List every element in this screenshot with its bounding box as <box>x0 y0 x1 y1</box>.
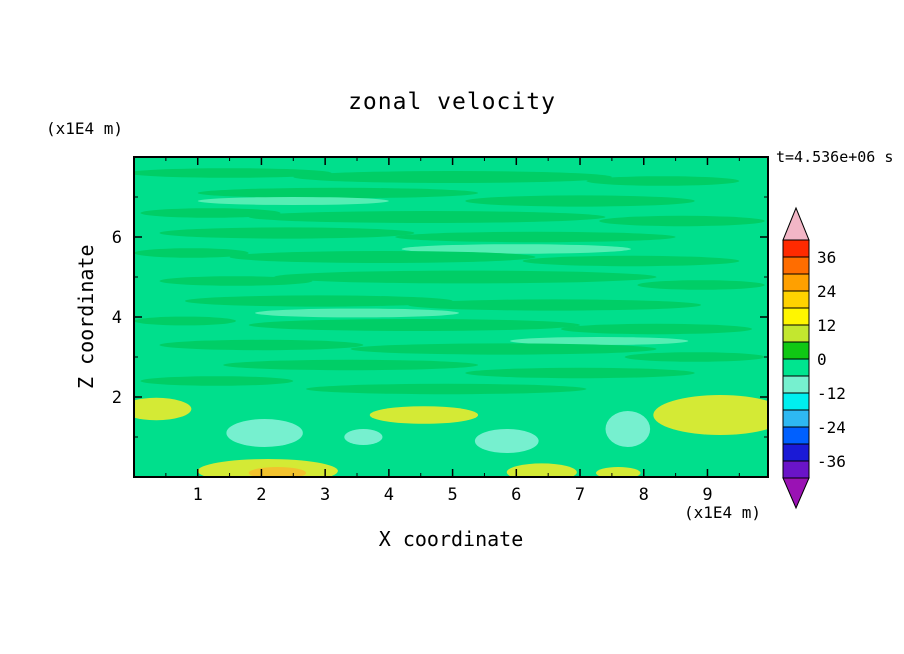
x-tick-label: 4 <box>384 485 394 505</box>
contour-blob <box>624 352 765 362</box>
colorbar-segment <box>782 358 810 377</box>
colorbar-segment <box>782 273 810 292</box>
colorbar-tick-label: 36 <box>817 248 836 267</box>
contour-blob <box>134 168 332 178</box>
x-tick-label: 5 <box>447 485 457 505</box>
x-tick-label: 6 <box>511 485 521 505</box>
contour-blob <box>274 270 657 284</box>
colorbar-tick-label: -36 <box>817 452 845 471</box>
contour-blob <box>223 359 479 371</box>
contour-blob <box>586 176 740 186</box>
contour-blob <box>159 276 313 286</box>
colorbar-segment <box>782 256 810 275</box>
contour-blob <box>595 467 641 477</box>
colorbar-segment <box>782 307 810 326</box>
y-tick-label: 2 <box>112 388 122 408</box>
colorbar-over-arrow <box>782 206 810 241</box>
colorbar-tick-label: 24 <box>817 282 836 301</box>
plot-title: zonal velocity <box>348 89 556 115</box>
contour-blob <box>599 215 765 227</box>
colorbar-segment <box>782 239 810 258</box>
contour-blob <box>293 171 612 183</box>
contour-blob <box>306 383 587 395</box>
colorbar-segment <box>782 426 810 445</box>
contour-blob <box>344 429 383 445</box>
contour-blob <box>134 397 192 421</box>
contour-blob <box>159 227 415 239</box>
colorbar-tick-label: 0 <box>817 350 827 369</box>
contour-blob <box>248 211 606 223</box>
contour-blob <box>134 316 236 326</box>
colorbar-tick-label: -24 <box>817 418 845 437</box>
plot-frame <box>133 156 769 478</box>
contour-blob <box>134 248 249 258</box>
colorbar-segment <box>782 290 810 309</box>
y-tick-label: 4 <box>112 308 122 328</box>
y-axis-unit: (x1E4 m) <box>46 119 124 138</box>
contour-blob <box>407 299 702 311</box>
contour-blob <box>140 376 294 386</box>
contour-blob <box>159 339 364 351</box>
contour-blob <box>637 280 765 290</box>
colorbar-tick-label: -12 <box>817 384 845 403</box>
contour-blob <box>140 208 281 218</box>
x-tick-label: 7 <box>575 485 585 505</box>
contour-blob <box>350 343 657 355</box>
contour-blob <box>506 463 577 477</box>
contour-blob <box>226 419 303 447</box>
colorbar-segment <box>782 392 810 411</box>
contour-blob <box>605 411 651 447</box>
colorbar-segment <box>782 341 810 360</box>
contour-blob <box>248 467 307 477</box>
contour-blob <box>509 337 689 345</box>
contour-field <box>134 157 768 477</box>
contour-blob <box>229 251 536 263</box>
contour-blob <box>401 244 632 254</box>
x-tick-label: 2 <box>256 485 266 505</box>
x-tick-label: 1 <box>193 485 203 505</box>
colorbar-segment <box>782 375 810 394</box>
colorbar-segment <box>782 460 810 479</box>
y-tick-label: 6 <box>112 228 122 248</box>
colorbar-segment <box>782 324 810 343</box>
x-tick-label: 3 <box>320 485 330 505</box>
colorbar-tick-label: 12 <box>817 316 836 335</box>
x-tick-label: 9 <box>702 485 712 505</box>
contour-blob <box>474 429 539 453</box>
contour-plot: 1 2 3 4 5 6 7 8 9 2 4 6 <box>112 156 769 505</box>
colorbar-segment <box>782 443 810 462</box>
contour-blob <box>255 308 459 318</box>
contour-blob <box>197 187 479 199</box>
contour-blob <box>653 395 768 435</box>
contour-blob <box>560 323 753 335</box>
contour-blob <box>197 197 389 205</box>
x-tick-label: 8 <box>639 485 649 505</box>
x-axis-label: X coordinate <box>378 527 524 551</box>
x-axis-unit: (x1E4 m) <box>684 503 762 522</box>
contour-blob <box>369 406 479 424</box>
colorbar-segment <box>782 409 810 428</box>
contour-blob <box>395 231 676 243</box>
time-annotation: t=4.536e+06 s <box>776 148 894 166</box>
colorbar-under-arrow <box>782 477 810 510</box>
contour-blob <box>248 319 581 331</box>
contour-blob <box>465 367 695 379</box>
contour-blob <box>465 195 695 207</box>
contour-blob <box>522 255 740 267</box>
contour-blob <box>184 295 453 307</box>
colorbar: 36 24 12 0 -12 -24 -36 <box>782 206 845 510</box>
axis-ticks <box>134 157 768 477</box>
